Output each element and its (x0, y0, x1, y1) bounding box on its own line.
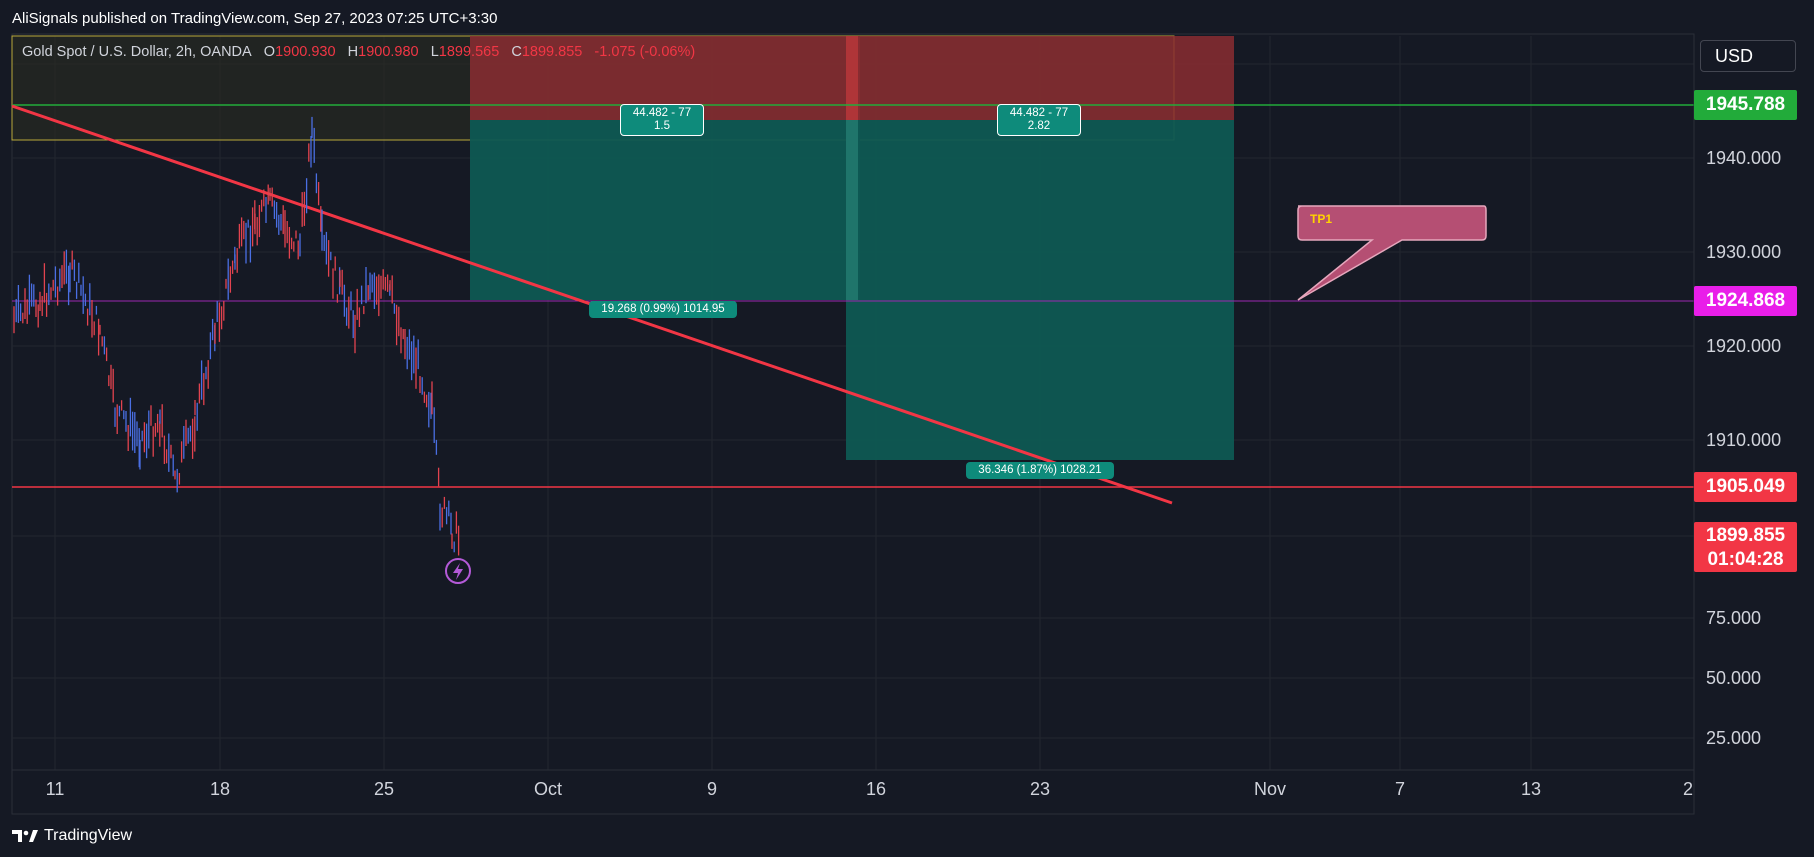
price-candles (13, 116, 460, 556)
position-2-risk-line1: 44.482 - 77 (1009, 107, 1069, 119)
currency-button[interactable]: USD (1700, 40, 1796, 72)
time-label: 16 (865, 779, 887, 799)
bar-countdown: 01:04:28 (1707, 549, 1784, 570)
level-tag-magenta[interactable]: 1924.868 (1694, 286, 1797, 316)
low-label: L (430, 44, 439, 60)
high-label: H (347, 44, 359, 60)
tradingview-logo[interactable]: TradingView (12, 827, 132, 845)
time-label: 2 (1682, 779, 1694, 799)
tp1-callout-text: TP1 (1310, 212, 1333, 226)
change-value: -1.075 (-0.06%) (594, 44, 696, 60)
high-value: 1900.980 (358, 44, 419, 60)
time-label: Oct (533, 779, 563, 799)
price-tick: 75.000 (1706, 608, 1762, 628)
close-value: 1899.855 (521, 44, 583, 60)
symbol-legend: Gold Spot / U.S. Dollar, 2h, OANDA O1900… (22, 44, 695, 60)
symbol-name[interactable]: Gold Spot / U.S. Dollar, 2h, OANDA (22, 44, 252, 60)
close-label: C (511, 44, 522, 60)
position-2-risk-line2: 2.82 (1027, 120, 1051, 132)
overlap-target-strip (846, 120, 858, 300)
time-label: Nov (1253, 779, 1287, 799)
publisher-text: AliSignals published on TradingView.com,… (12, 10, 498, 27)
time-label: 18 (209, 779, 231, 799)
last-price-tag[interactable]: 1899.855 01:04:28 (1694, 522, 1797, 572)
low-value: 1899.565 (438, 44, 500, 60)
time-label: 23 (1029, 779, 1051, 799)
position-2-target-label[interactable]: 36.346 (1.87%) 1028.21 (966, 462, 1114, 479)
last-price-value: 1899.855 (1705, 525, 1786, 546)
price-tick: 25.000 (1706, 728, 1762, 748)
position-1-risk-line1: 44.482 - 77 (632, 107, 692, 119)
lightning-bolt (453, 563, 463, 580)
footer-bar: TradingView (0, 815, 1814, 857)
price-tick: 1940.000 (1706, 148, 1782, 168)
lightning-icon[interactable] (445, 558, 471, 584)
open-value: 1900.930 (275, 44, 336, 60)
price-tick: 50.000 (1706, 668, 1762, 688)
position-2-risk-label[interactable]: 44.482 - 77 2.82 (997, 104, 1081, 136)
position-1-target-zone (470, 120, 860, 300)
level-tag-red[interactable]: 1905.049 (1694, 472, 1797, 502)
position-1-target-label[interactable]: 19.268 (0.99%) 1014.95 (589, 301, 737, 318)
open-label: O (263, 44, 276, 60)
publisher-bar: AliSignals published on TradingView.com,… (0, 0, 1814, 38)
position-1-risk-line2: 1.5 (654, 120, 670, 132)
time-label: 11 (45, 779, 65, 799)
price-tick: 1920.000 (1706, 336, 1782, 356)
time-label: 13 (1520, 779, 1542, 799)
position-2-target-zone (846, 120, 1234, 460)
price-tick: 1910.000 (1706, 430, 1782, 450)
tradingview-logo-icon (12, 830, 38, 842)
time-label: 9 (706, 779, 718, 799)
time-label: 7 (1394, 779, 1406, 799)
level-tag-green[interactable]: 1945.788 (1694, 90, 1797, 120)
price-tick: 1930.000 (1706, 242, 1782, 262)
tp1-callout[interactable] (1297, 205, 1487, 301)
time-label: 25 (373, 779, 395, 799)
tradingview-brand: TradingView (44, 827, 133, 844)
position-1-risk-label[interactable]: 44.482 - 77 1.5 (620, 104, 704, 136)
